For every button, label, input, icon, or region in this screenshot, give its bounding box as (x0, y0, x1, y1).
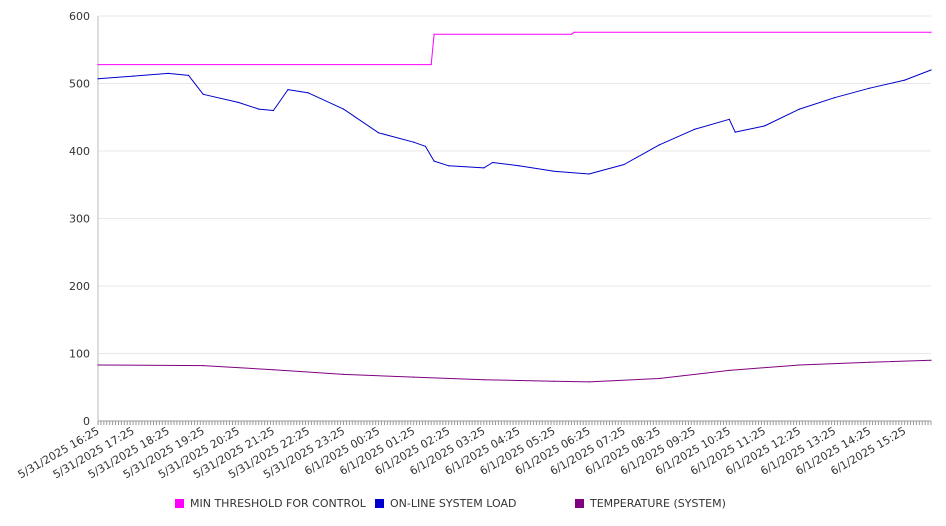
data-point-on-line-system-load (202, 93, 204, 95)
data-point-on-line-system-load (833, 97, 836, 99)
data-point-on-line-system-load (413, 141, 415, 143)
data-point-on-line-system-load (287, 89, 289, 91)
x-axis-ticks: 5/31/2025 16:255/31/2025 17:255/31/2025 … (16, 421, 932, 481)
y-tick-label: 500 (69, 78, 90, 91)
data-point-temperature-system (342, 373, 345, 375)
data-point-on-line-system-load (904, 79, 906, 81)
data-point-on-line-system-load (588, 173, 590, 175)
series-line-min-threshold-for-control (98, 31, 931, 66)
legend-swatch-temperature (575, 499, 584, 508)
data-point-on-line-system-load (188, 74, 190, 76)
data-point-on-line-system-load (930, 69, 932, 71)
y-tick-label: 100 (69, 348, 90, 361)
data-point-temperature-system (588, 381, 590, 383)
data-point-min-threshold-for-control (433, 33, 435, 35)
data-point-on-line-system-load (658, 144, 660, 146)
data-point-on-line-system-load (623, 163, 625, 166)
data-point-on-line-system-load (342, 108, 345, 110)
legend-label-system-load: ON-LINE SYSTEM LOAD (390, 497, 517, 510)
data-point-temperature-system (728, 369, 730, 371)
y-axis-ticks: 0 100 200 300 400 500 600 (69, 10, 90, 428)
y-tick-label: 400 (69, 145, 90, 158)
y-tick-label: 300 (69, 213, 90, 226)
data-point-min-threshold-for-control (97, 64, 99, 66)
data-point-temperature-system (272, 369, 274, 371)
series-line-temperature-system (97, 359, 932, 383)
data-point-on-line-system-load (798, 108, 801, 110)
legend-label-min-threshold: MIN THRESHOLD FOR CONTROL (190, 497, 366, 510)
data-point-temperature-system (930, 359, 932, 361)
data-point-min-threshold-for-control (573, 31, 576, 33)
data-point-temperature-system (658, 377, 660, 380)
grid-lines (98, 15, 931, 354)
data-point-on-line-system-load (728, 118, 730, 120)
data-point-on-line-system-load (97, 78, 99, 80)
data-point-min-threshold-for-control (430, 64, 432, 66)
series-lines (97, 31, 932, 383)
axes (97, 16, 931, 422)
data-point-on-line-system-load (553, 170, 555, 172)
data-point-temperature-system (413, 376, 415, 378)
data-point-on-line-system-load (869, 87, 871, 89)
data-point-min-threshold-for-control (930, 31, 932, 33)
y-tick-label: 600 (69, 10, 90, 23)
data-point-temperature-system (553, 380, 555, 382)
legend-item-temperature: TEMPERATURE (SYSTEM) (575, 497, 726, 510)
data-point-min-threshold-for-control (570, 33, 573, 35)
data-point-on-line-system-load (424, 145, 426, 147)
data-point-temperature-system (869, 361, 871, 363)
data-point-on-line-system-load (763, 125, 766, 127)
data-point-on-line-system-load (167, 72, 169, 74)
data-point-on-line-system-load (518, 165, 520, 167)
data-point-on-line-system-load (734, 131, 736, 133)
data-point-on-line-system-load (378, 132, 380, 134)
legend-item-system-load: ON-LINE SYSTEM LOAD (375, 497, 516, 510)
legend-label-temperature: TEMPERATURE (SYSTEM) (590, 497, 726, 510)
data-point-on-line-system-load (693, 128, 695, 130)
data-point-temperature-system (97, 364, 99, 366)
data-point-on-line-system-load (272, 109, 274, 112)
legend-swatch-min-threshold (175, 499, 184, 508)
data-point-temperature-system (483, 379, 485, 381)
data-point-on-line-system-load (237, 101, 239, 103)
legend: MIN THRESHOLD FOR CONTROL ON-LINE SYSTEM… (0, 497, 946, 517)
legend-item-min-threshold: MIN THRESHOLD FOR CONTROL (175, 497, 366, 510)
data-point-on-line-system-load (132, 75, 134, 77)
data-point-on-line-system-load (483, 167, 485, 169)
data-point-temperature-system (798, 364, 801, 366)
data-point-temperature-system (202, 365, 204, 367)
data-point-on-line-system-load (258, 108, 260, 110)
y-tick-label: 200 (69, 280, 90, 293)
y-tick-label: 0 (83, 415, 90, 428)
data-point-on-line-system-load (307, 92, 309, 94)
data-point-on-line-system-load (433, 160, 435, 162)
series-line-on-line-system-load (97, 69, 932, 175)
legend-swatch-system-load (375, 499, 384, 508)
data-point-on-line-system-load (448, 165, 450, 167)
data-point-on-line-system-load (492, 161, 494, 164)
